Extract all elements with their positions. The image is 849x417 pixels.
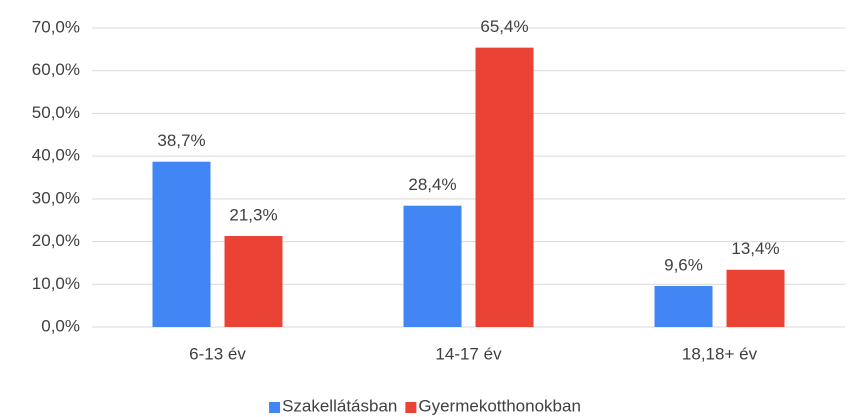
x-tick-label: 14-17 év [435, 344, 502, 363]
data-label: 21,3% [229, 206, 277, 225]
y-tick-label: 30,0% [32, 188, 80, 207]
data-label: 9,6% [664, 255, 703, 274]
data-label: 65,4% [480, 17, 528, 36]
bar [224, 236, 283, 327]
y-tick-label: 70,0% [32, 17, 80, 36]
bar [654, 285, 713, 327]
data-label: 28,4% [408, 175, 456, 194]
x-tick-label: 18,18+ év [682, 344, 758, 363]
y-tick-label: 0,0% [41, 316, 80, 335]
y-tick-label: 50,0% [32, 103, 80, 122]
bar [403, 205, 462, 327]
legend-swatch [269, 402, 281, 413]
y-tick-label: 40,0% [32, 146, 80, 165]
legend-label: Gyermekotthonokban [418, 396, 581, 415]
data-label: 38,7% [157, 131, 205, 150]
x-tick-label: 6-13 év [189, 344, 246, 363]
legend-label: Szakellátásban [282, 396, 397, 415]
bar [726, 269, 785, 327]
bar [475, 47, 534, 328]
y-tick-label: 10,0% [32, 274, 80, 293]
y-tick-label: 60,0% [32, 60, 80, 79]
legend-swatch [405, 402, 417, 413]
data-label: 13,4% [731, 239, 779, 258]
bar [152, 161, 211, 327]
y-tick-label: 20,0% [32, 231, 80, 250]
